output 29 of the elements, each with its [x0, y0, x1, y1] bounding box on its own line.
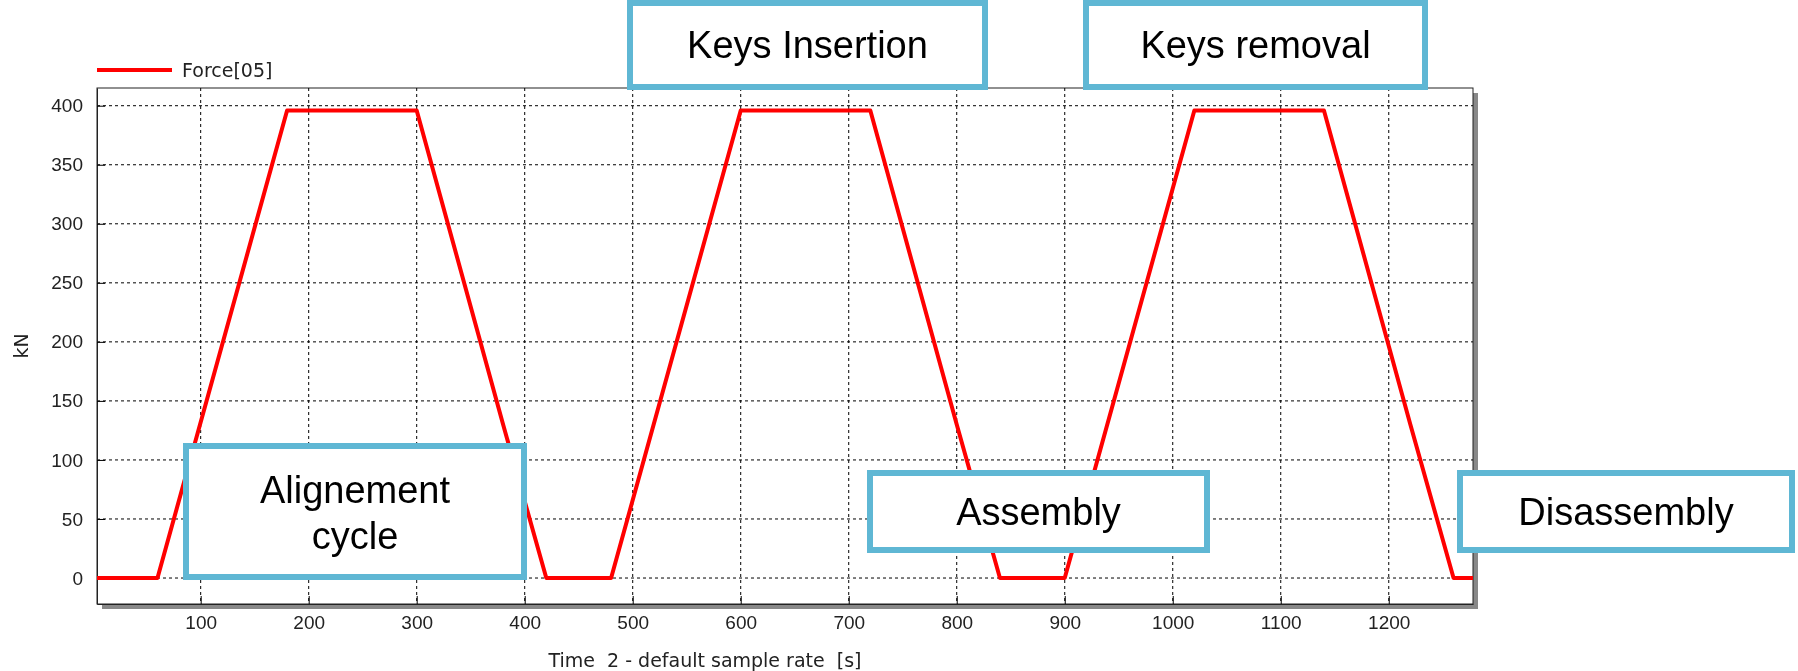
x-tick-label: 500: [617, 612, 650, 634]
y-tick-label: 200: [51, 331, 83, 353]
x-tick-label: 700: [833, 612, 866, 634]
annotation: Assembly: [956, 490, 1121, 533]
text: Disassembly: [1518, 490, 1734, 533]
legend-label: Force[05]: [182, 59, 273, 81]
x-tick-label: 900: [1049, 612, 1082, 634]
x-tick-label: 100: [185, 612, 218, 634]
y-tick-label: 250: [51, 272, 83, 294]
x-tick-label: 400: [509, 612, 542, 634]
y-axis-title: kN: [10, 333, 32, 359]
annotation: Alignement cycle: [259, 468, 451, 557]
y-tick-label: 300: [51, 213, 83, 235]
y-tick-label: 50: [61, 508, 83, 530]
x-tick-label: 800: [941, 612, 974, 634]
y-tick-label: 100: [51, 449, 83, 471]
y-tick-label: 400: [51, 95, 83, 117]
x-tick-label: 1100: [1260, 612, 1302, 634]
y-tick-label: 0: [72, 567, 83, 589]
x-tick-label: 200: [293, 612, 326, 634]
x-tick-label: 300: [401, 612, 434, 634]
text: Keys removal: [1140, 24, 1371, 66]
text: Keys Insertion: [687, 24, 928, 66]
x-tick-label: 1200: [1368, 612, 1411, 634]
x-tick-label: 1000: [1152, 612, 1195, 634]
y-tick-label: 350: [51, 154, 83, 176]
y-tick-label: 150: [51, 390, 83, 412]
x-axis-title: Time 2 - default sample rate [s]: [547, 649, 862, 671]
x-tick-label: 600: [725, 612, 758, 634]
